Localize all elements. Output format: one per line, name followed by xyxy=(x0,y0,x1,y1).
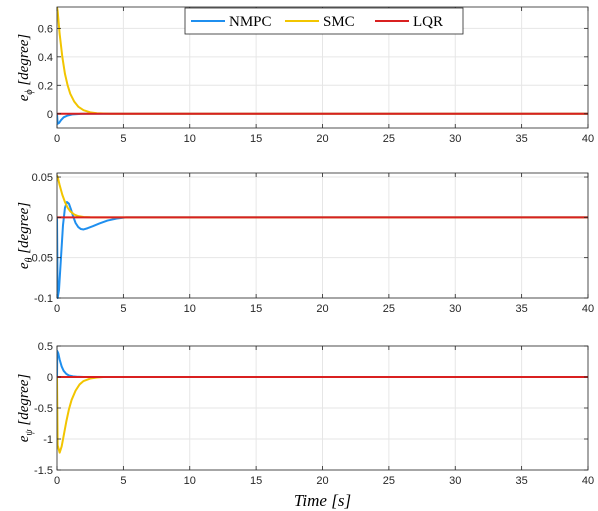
y-axis-label: eϕ [degree] xyxy=(16,34,35,102)
panel-2: 0 5 10 15 20 25 30 35 40 -0.1 -0.05 0 0.05 eθ [degree… xyxy=(16,172,594,315)
x-tick-label: 35 xyxy=(516,133,528,145)
x-tick-label: 10 xyxy=(184,475,196,487)
y-tick-label: -1.5 xyxy=(34,465,53,477)
y-axis-label: eθ [degree] xyxy=(16,202,35,269)
y-tick-label: -0.5 xyxy=(34,403,53,415)
x-tick-label: 40 xyxy=(582,475,594,487)
legend-label-nmpc: NMPC xyxy=(229,14,272,30)
series-group xyxy=(57,175,588,299)
x-axis-label: Time [s] xyxy=(294,491,351,510)
y-axis-label: eψ [degree] xyxy=(16,374,35,443)
y-tick-label: 0 xyxy=(47,212,53,224)
y-tick-label: 0.6 xyxy=(38,23,53,35)
x-tick-label: 35 xyxy=(516,303,528,315)
series-line-nmpc xyxy=(57,201,588,299)
x-tick-label: 30 xyxy=(449,303,461,315)
x-tick-label: 10 xyxy=(184,303,196,315)
x-tick-label: 0 xyxy=(54,475,60,487)
x-tick-label: 20 xyxy=(316,303,328,315)
y-tick-label: 0.4 xyxy=(38,52,53,64)
x-tick-label: 5 xyxy=(120,133,126,145)
legend-label-lqr: LQR xyxy=(413,14,443,30)
y-tick-label: -0.1 xyxy=(34,293,53,305)
y-tick-label: 0 xyxy=(47,109,53,121)
x-tick-label: 5 xyxy=(120,303,126,315)
y-tick-label: 0.5 xyxy=(38,341,53,353)
legend-box xyxy=(184,7,464,35)
x-tick-label: 25 xyxy=(383,475,395,487)
x-tick-label: 40 xyxy=(582,303,594,315)
x-tick-label: 30 xyxy=(449,475,461,487)
x-tick-label: 25 xyxy=(383,133,395,145)
panel-3: 0 5 10 15 20 25 30 35 40 -1.5 -1 -0.5 0 0.5 eψ [degree… xyxy=(16,341,594,510)
x-tick-label: 5 xyxy=(120,475,126,487)
x-tick-label: 20 xyxy=(316,475,328,487)
series-group xyxy=(57,349,588,454)
x-tick-label: 0 xyxy=(54,303,60,315)
y-tick-label: -0.05 xyxy=(28,253,53,265)
x-tick-label: 10 xyxy=(184,133,196,145)
x-tick-label: 15 xyxy=(250,475,262,487)
panel-1: 0 5 10 15 20 25 30 35 40 0 0.2 0.4 0.6eϕ [degree] NMP… xyxy=(16,6,594,145)
legend-label-smc: SMC xyxy=(323,14,355,30)
y-tick-label: 0.2 xyxy=(38,80,53,92)
series-group xyxy=(57,6,588,125)
x-tick-label: 40 xyxy=(582,133,594,145)
x-tick-label: 35 xyxy=(516,475,528,487)
x-tick-label: 30 xyxy=(449,133,461,145)
y-tick-label: 0.05 xyxy=(32,172,53,184)
x-tick-label: 15 xyxy=(250,303,262,315)
y-tick-label: 0 xyxy=(47,372,53,384)
y-tick-label: -1 xyxy=(43,434,53,446)
x-tick-label: 0 xyxy=(54,133,60,145)
legend: NMPC SMC LQR xyxy=(184,7,464,35)
x-tick-label: 20 xyxy=(316,133,328,145)
x-tick-label: 25 xyxy=(383,303,395,315)
x-tick-label: 15 xyxy=(250,133,262,145)
